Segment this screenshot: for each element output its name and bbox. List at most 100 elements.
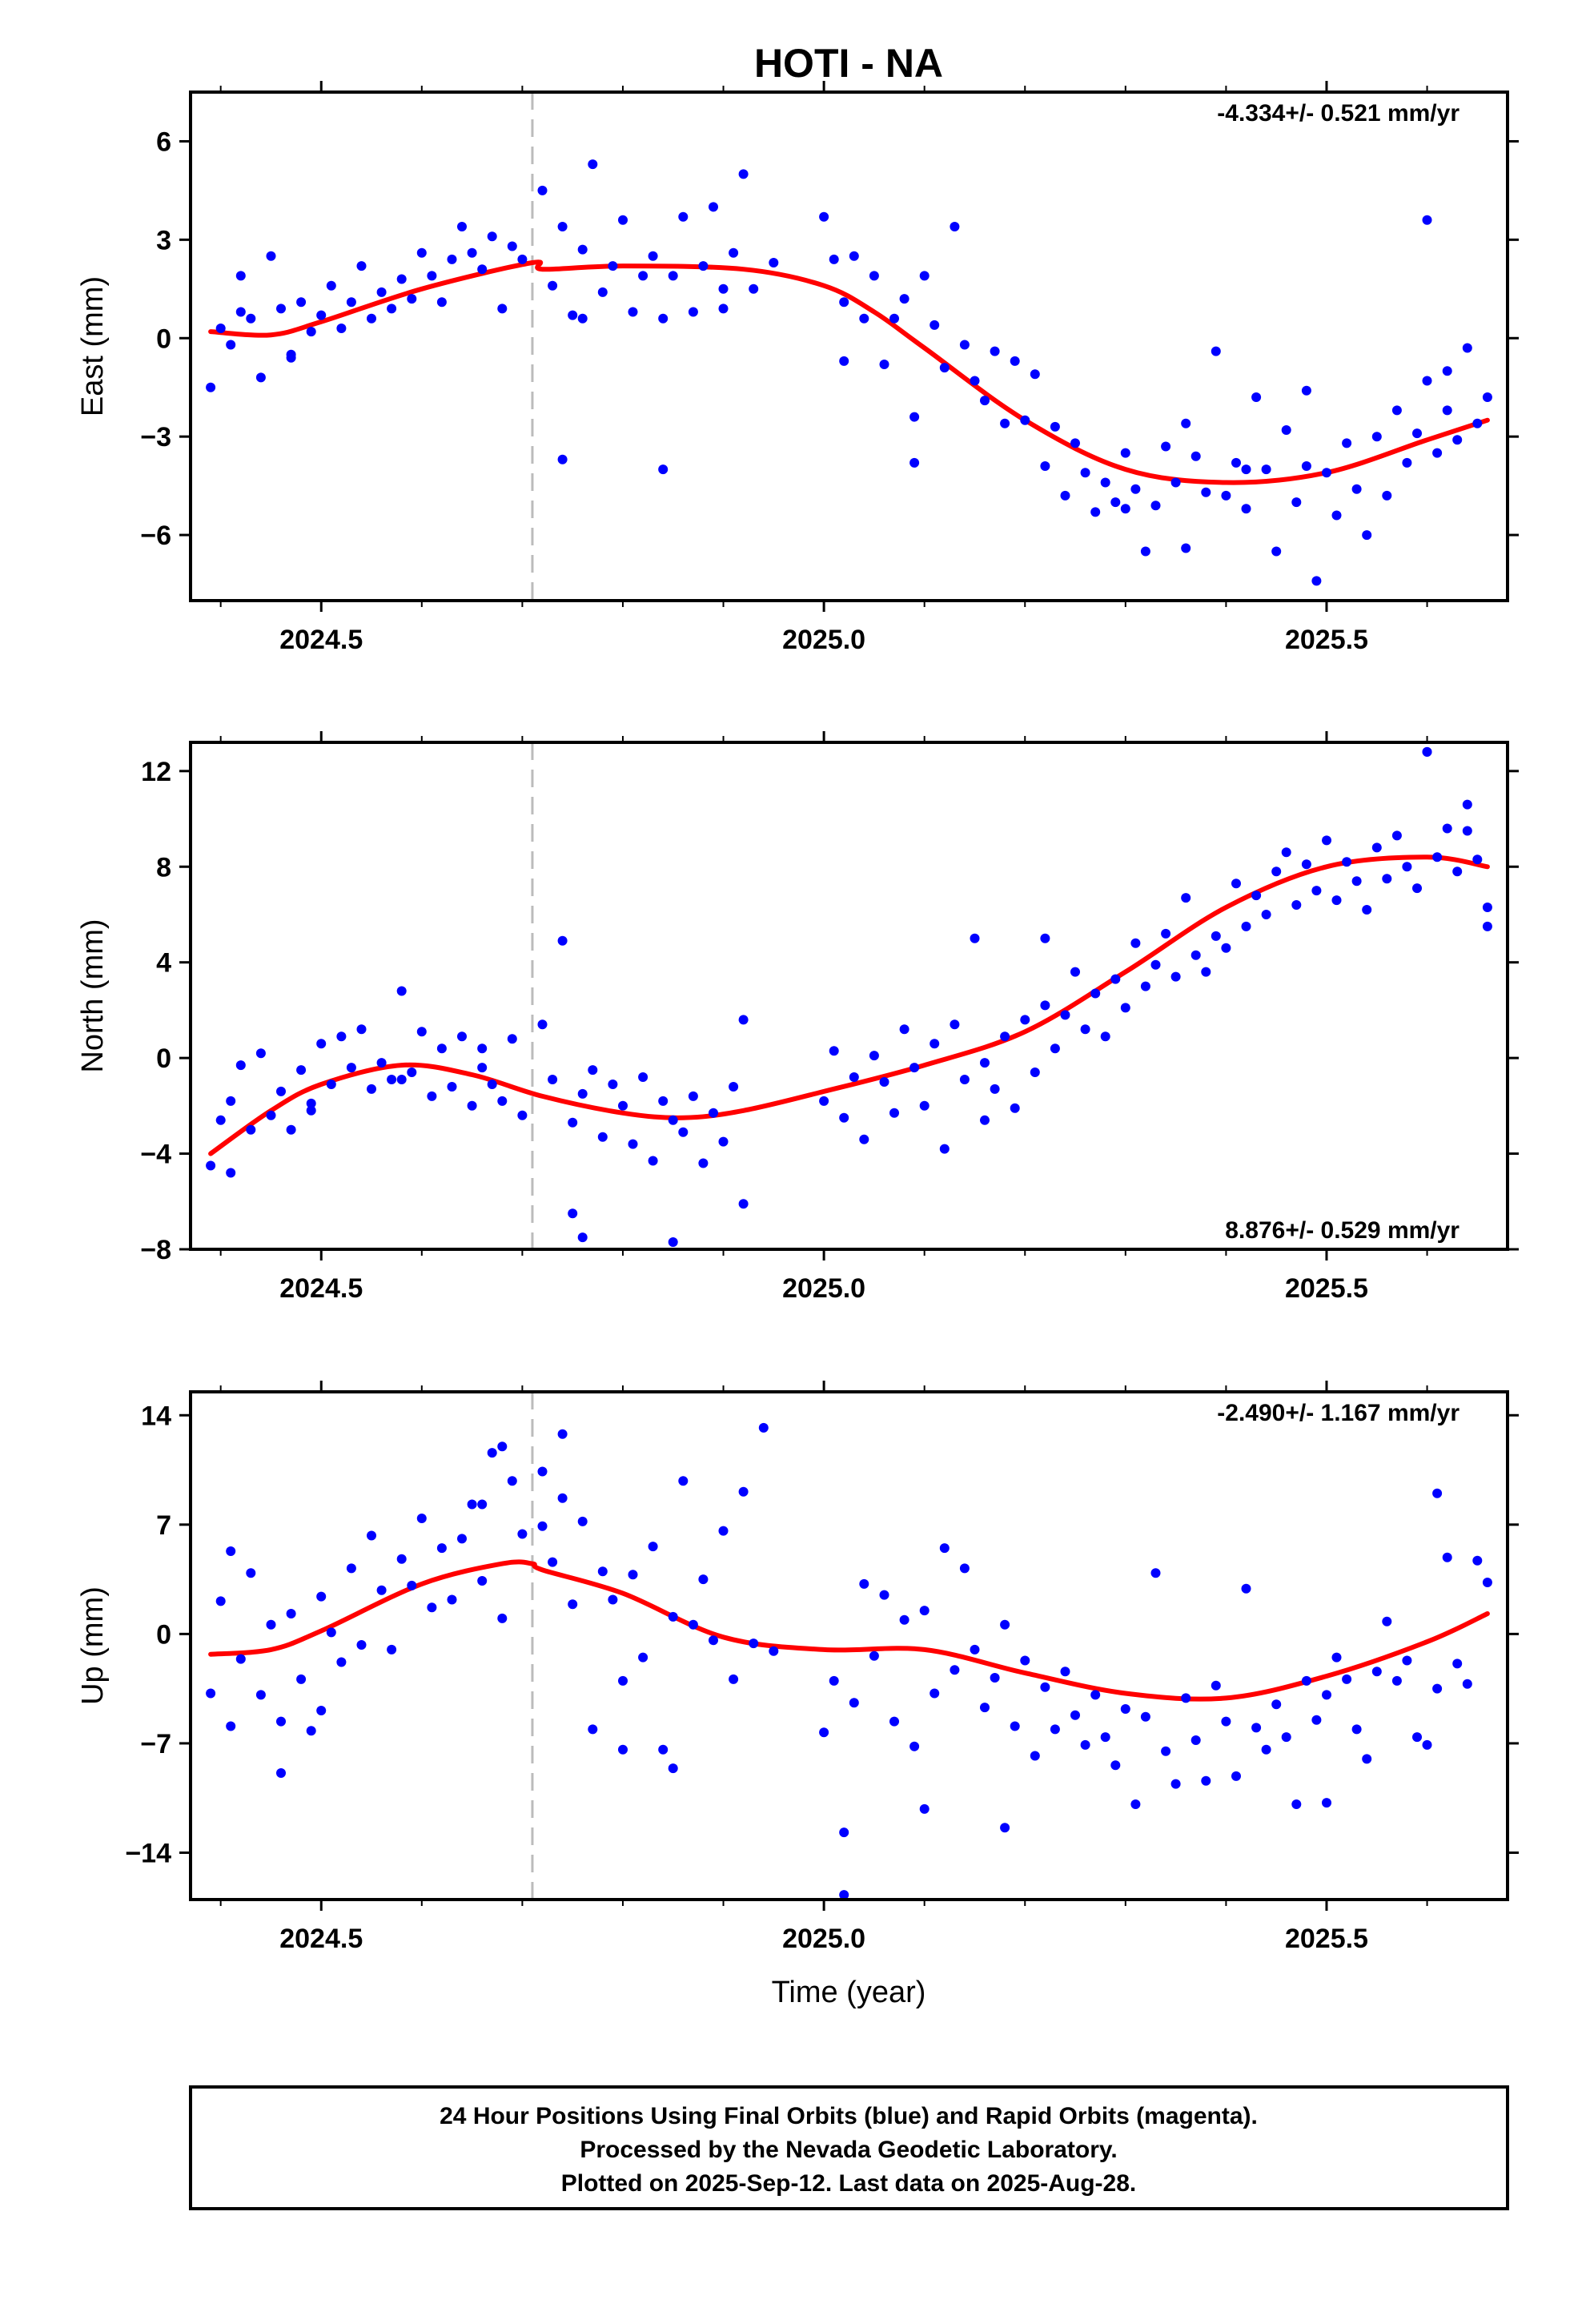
up-data-point (628, 1570, 638, 1580)
north-data-point (1462, 799, 1472, 810)
up-plot-frame (189, 1390, 1509, 1901)
north-data-point (618, 1100, 628, 1111)
east-y-tick-label: −3 (140, 422, 171, 452)
north-data-point (1170, 971, 1181, 982)
east-data-point (1030, 369, 1040, 380)
east-data-point (1020, 415, 1030, 425)
east-data-point (416, 247, 427, 258)
east-data-point (859, 313, 869, 324)
north-data-point (416, 1027, 427, 1037)
north-data-point (1322, 835, 1331, 846)
north-data-point (1442, 823, 1452, 834)
north-data-point (1221, 943, 1231, 953)
chart-title: HOTI - NA (754, 41, 943, 86)
up-x-tick-label: 2025.0 (782, 1924, 865, 1954)
up-y-tick-label: −7 (140, 1729, 171, 1759)
east-data-point (869, 271, 879, 281)
north-data-point (1020, 1015, 1030, 1025)
north-data-point (930, 1039, 940, 1049)
east-data-point (1311, 576, 1322, 586)
up-panel: −14 −7 0 7 14 2024.5 2025.0 2025.5 Up (mm) -2.4… (76, 1381, 1519, 1954)
up-data-point (557, 1493, 568, 1503)
east-data-point (839, 356, 849, 366)
up-data-point (709, 1635, 718, 1646)
east-data-point (1231, 457, 1241, 468)
up-data-point (1362, 1754, 1372, 1764)
north-y-tick-label: −8 (140, 1235, 171, 1265)
east-data-point (1331, 510, 1342, 521)
north-data-point (1100, 1031, 1110, 1042)
east-data-point (1211, 346, 1221, 356)
north-plot-frame (189, 741, 1509, 1251)
up-data-point (457, 1534, 467, 1544)
east-data-point (367, 313, 376, 324)
north-data-point (396, 1075, 407, 1084)
east-data-point (1170, 477, 1181, 488)
east-data-point (537, 185, 548, 195)
east-y-tick-label: −6 (140, 521, 171, 551)
up-data-point (568, 1599, 578, 1610)
east-data-point (970, 376, 980, 386)
up-data-point (226, 1546, 236, 1556)
east-data-point (738, 169, 749, 179)
north-data-point (688, 1091, 698, 1101)
east-data-point (950, 222, 960, 231)
east-data-point (1371, 432, 1382, 442)
north-data-point (718, 1136, 729, 1147)
up-data-point (537, 1521, 548, 1531)
east-data-point (235, 271, 246, 281)
east-data-point (1150, 501, 1161, 511)
up-data-point (648, 1542, 658, 1552)
east-data-point (980, 396, 990, 406)
up-data-point (1201, 1775, 1211, 1786)
north-data-point (1412, 883, 1422, 894)
up-data-point (588, 1724, 598, 1735)
up-data-point (668, 1763, 678, 1774)
up-data-point (668, 1611, 678, 1622)
north-data-point (1040, 1000, 1050, 1011)
up-data-point (738, 1486, 749, 1497)
north-data-point (1140, 981, 1150, 991)
north-data-point (879, 1077, 889, 1087)
up-data-point (698, 1574, 709, 1585)
up-data-point (235, 1654, 246, 1664)
footer-box: 24 Hour Positions Using Final Orbits (bl… (189, 2085, 1509, 2210)
east-data-point (255, 372, 266, 383)
north-data-point (1110, 974, 1121, 984)
east-data-point (1462, 343, 1472, 353)
north-data-point (1331, 895, 1342, 906)
east-data-point (577, 244, 588, 255)
east-data-point (557, 454, 568, 464)
north-data-point (1432, 852, 1443, 862)
north-data-point (628, 1139, 638, 1149)
up-data-point (939, 1543, 950, 1554)
north-data-point (1382, 874, 1392, 884)
east-data-point (769, 258, 779, 267)
east-data-point (1442, 366, 1452, 376)
up-data-point (950, 1665, 960, 1675)
east-data-point (990, 346, 1000, 356)
north-data-point (507, 1034, 517, 1044)
north-data-point (1000, 1031, 1010, 1042)
north-rate-label: 8.876+/- 0.529 mm/yr (1225, 1217, 1460, 1244)
east-data-point (1080, 468, 1090, 478)
north-data-point (367, 1084, 376, 1094)
east-data-point (467, 247, 477, 258)
up-data-point (1261, 1744, 1271, 1755)
east-data-point (1432, 448, 1443, 458)
up-data-point (226, 1721, 236, 1731)
north-data-point (597, 1132, 608, 1142)
north-y-axis-label: North (mm) (76, 919, 110, 1072)
north-data-point (577, 1232, 588, 1243)
east-data-point (326, 280, 336, 291)
east-data-point (286, 349, 296, 360)
north-data-point (1482, 903, 1492, 912)
north-data-point (1130, 938, 1141, 948)
north-data-point (436, 1043, 447, 1054)
up-data-point (276, 1768, 286, 1778)
east-x-tick-label: 2024.5 (279, 625, 363, 655)
north-points (206, 746, 1492, 1247)
east-data-point (497, 304, 508, 314)
east-data-point (1050, 421, 1060, 432)
east-data-point (1221, 490, 1231, 501)
